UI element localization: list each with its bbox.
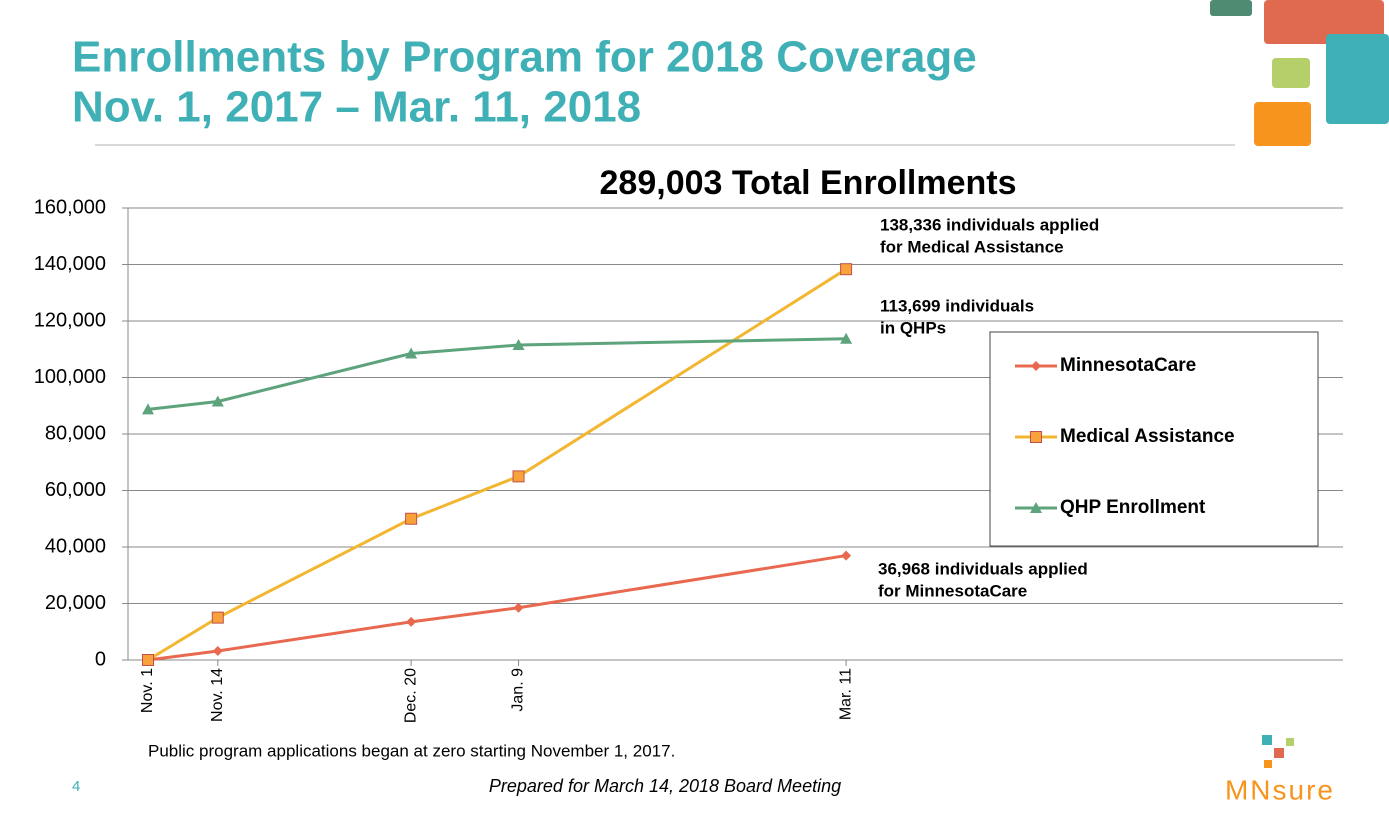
marker (212, 645, 223, 656)
legend-box (989, 331, 1319, 547)
marker (512, 470, 525, 483)
legend-label: QHP Enrollment (1060, 497, 1206, 518)
slide-title: Nov. 1, 2017 – Mar. 11, 2018 (72, 83, 641, 132)
marker (513, 602, 524, 613)
marker (211, 395, 224, 407)
marker (840, 332, 853, 344)
annotation: in QHPs (880, 318, 946, 337)
annotation: for MinnesotaCare (878, 581, 1027, 600)
y-tick-label: 120,000 (34, 309, 106, 331)
annotation: 36,968 individuals applied (878, 559, 1088, 578)
marker (841, 550, 852, 561)
marker (142, 403, 154, 415)
marker (405, 347, 418, 359)
logo-icon (1262, 735, 1272, 745)
page-number: 4 (72, 778, 80, 795)
marker (1031, 361, 1041, 371)
y-tick-label: 60,000 (45, 479, 106, 501)
slide-title: Enrollments by Program for 2018 Coverage (72, 33, 977, 82)
x-tick-label: Mar. 11 (837, 668, 854, 720)
note: Public program applications began at zer… (148, 741, 675, 760)
logo-icon (1274, 748, 1284, 758)
deco (1254, 102, 1311, 146)
y-tick-label: 40,000 (45, 535, 106, 557)
x-tick-label: Dec. 20 (402, 668, 419, 723)
y-tick-label: 160,000 (34, 196, 106, 218)
footer-text: Prepared for March 14, 2018 Board Meetin… (489, 776, 841, 796)
marker (840, 263, 853, 276)
marker (1030, 502, 1042, 513)
deco (1272, 58, 1310, 88)
legend-label: Medical Assistance (1060, 426, 1235, 447)
marker (211, 611, 224, 624)
x-tick-label: Nov. 1 (139, 668, 156, 713)
annotation: for Medical Assistance (880, 237, 1064, 256)
annotation: 113,699 individuals (880, 296, 1034, 315)
x-tick-label: Nov. 14 (209, 668, 226, 722)
deco (1326, 34, 1389, 124)
marker (142, 654, 154, 666)
y-tick-label: 100,000 (34, 366, 106, 388)
chart-title: 289,003 Total Enrollments (600, 164, 1017, 202)
x-tick-label: Jan. 9 (510, 668, 527, 712)
logo: MNsure (1225, 774, 1335, 805)
marker (405, 512, 418, 525)
y-tick-label: 80,000 (45, 422, 106, 444)
annotation: 138,336 individuals applied (880, 215, 1099, 234)
y-tick-label: 0 (95, 648, 106, 670)
y-tick-label: 140,000 (34, 253, 106, 275)
deco (1210, 0, 1252, 16)
logo-icon (1286, 738, 1294, 746)
deco (1264, 0, 1384, 44)
legend-label: MinnesotaCare (1060, 355, 1196, 376)
marker (512, 339, 525, 351)
marker (406, 616, 417, 627)
logo-icon (1264, 760, 1272, 768)
marker (1030, 431, 1042, 443)
y-tick-label: 20,000 (45, 592, 106, 614)
